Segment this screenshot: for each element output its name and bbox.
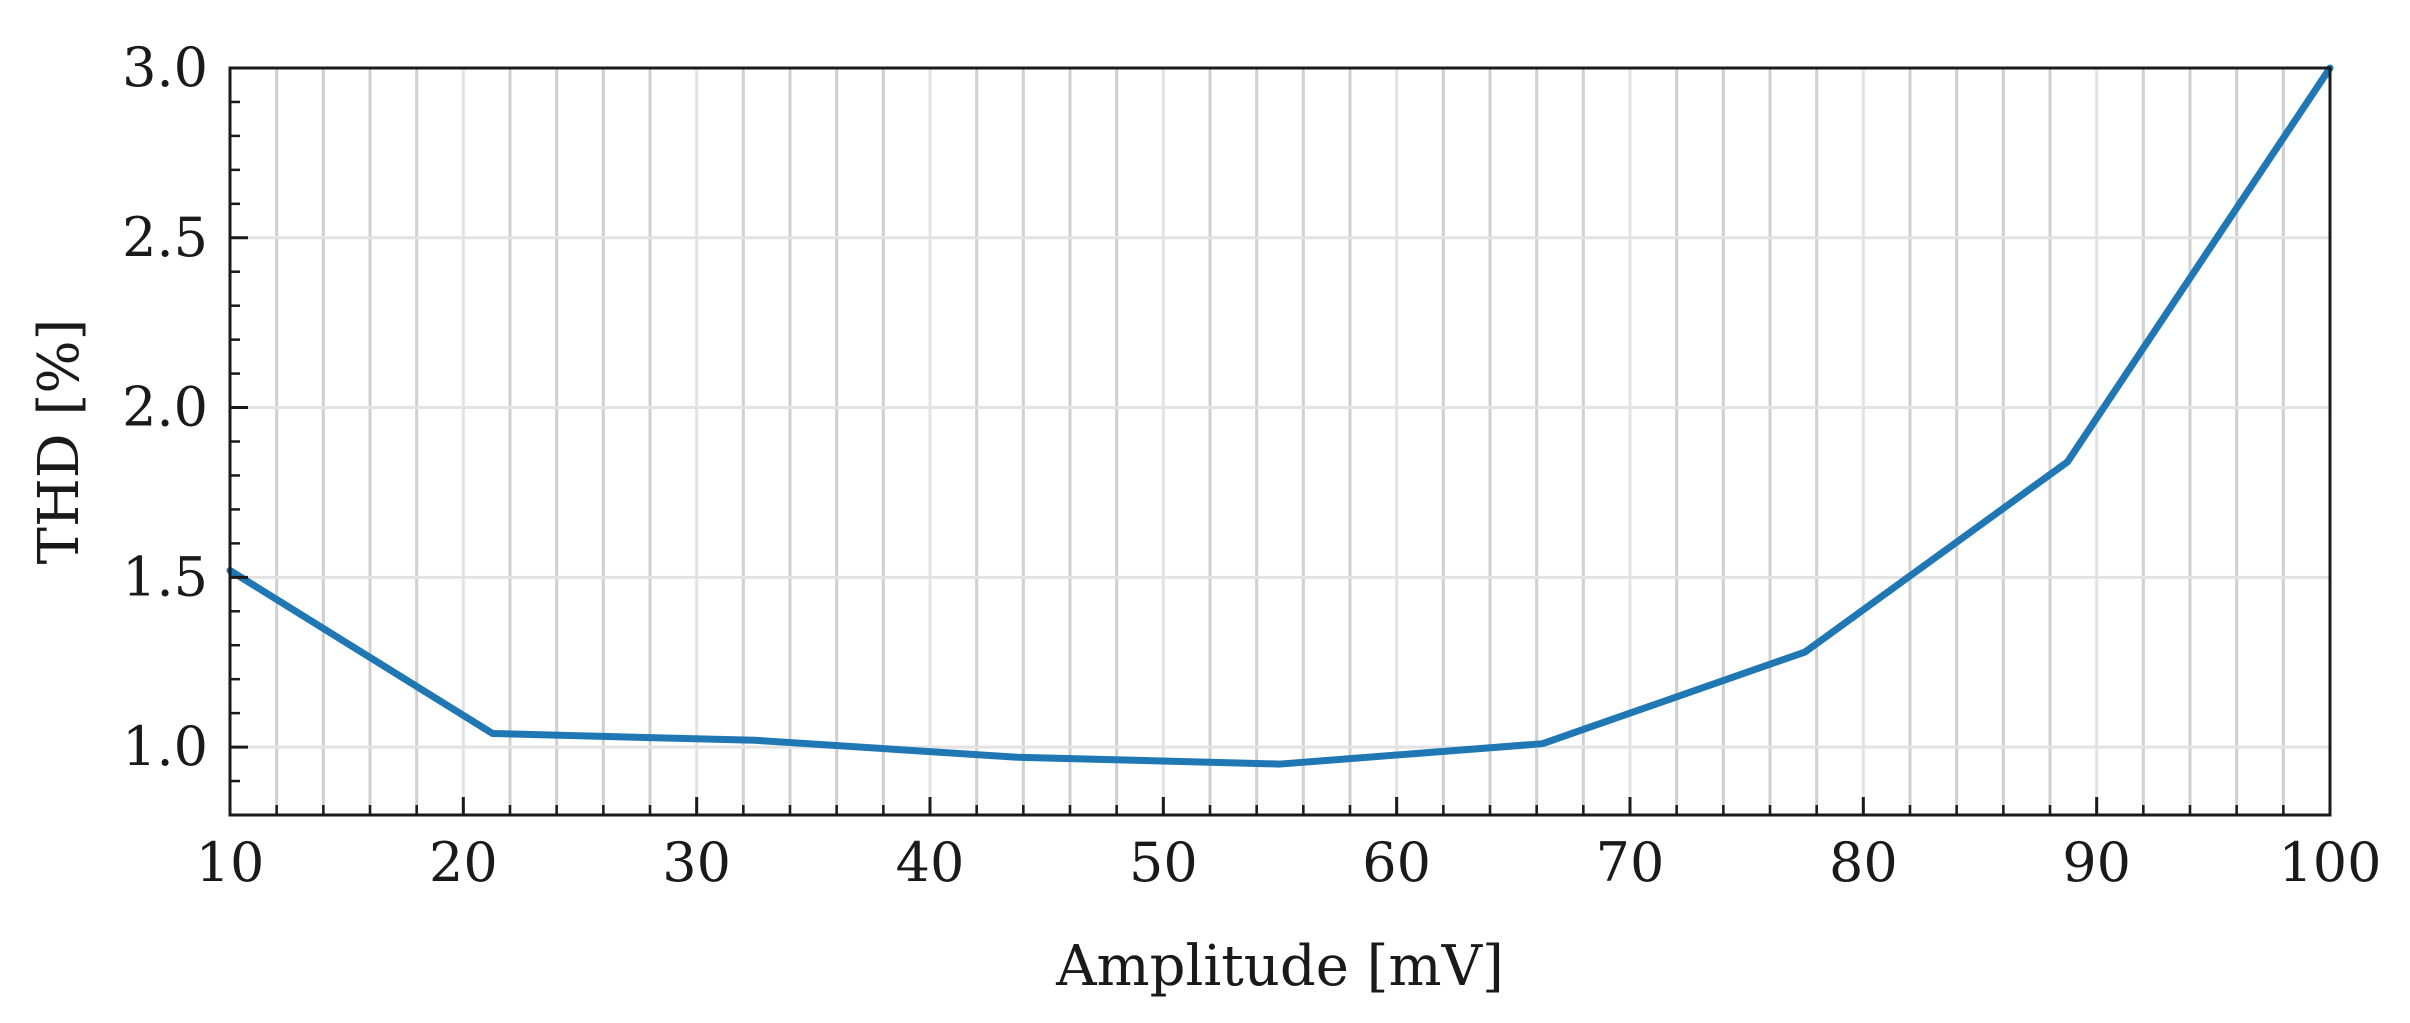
y-tick-label: 3.0 (122, 36, 208, 99)
thd-series-line (226, 64, 2334, 768)
y-axis-label: THD [%] (27, 319, 92, 565)
series-layer (226, 64, 2334, 768)
x-axis-label: Amplitude [mV] (1055, 934, 1504, 999)
minor-grid (275, 68, 2285, 815)
y-tick-label: 1.0 (122, 715, 208, 778)
x-tick-label: 20 (429, 831, 498, 894)
y-tick-label: 2.0 (122, 376, 208, 439)
x-tick-label: 40 (896, 831, 965, 894)
x-tick-label: 80 (1829, 831, 1898, 894)
x-tick-label: 100 (2278, 831, 2381, 894)
y-tick-label: 2.5 (122, 206, 208, 269)
x-tick-label: 70 (1596, 831, 1665, 894)
x-tick-label: 10 (196, 831, 265, 894)
y-tick-labels: 1.0 1.5 2.0 2.5 3.0 (122, 36, 208, 778)
x-tick-label: 90 (2062, 831, 2131, 894)
x-tick-label: 30 (662, 831, 731, 894)
major-grid (228, 66, 2332, 815)
x-tick-label: 50 (1129, 831, 1198, 894)
x-tick-labels: 10 20 30 40 50 60 70 80 90 100 (196, 831, 2382, 894)
axis-ticks (228, 66, 2332, 817)
plot-frame (228, 66, 2332, 817)
x-tick-label: 60 (1362, 831, 1431, 894)
y-tick-label: 1.5 (122, 545, 208, 608)
